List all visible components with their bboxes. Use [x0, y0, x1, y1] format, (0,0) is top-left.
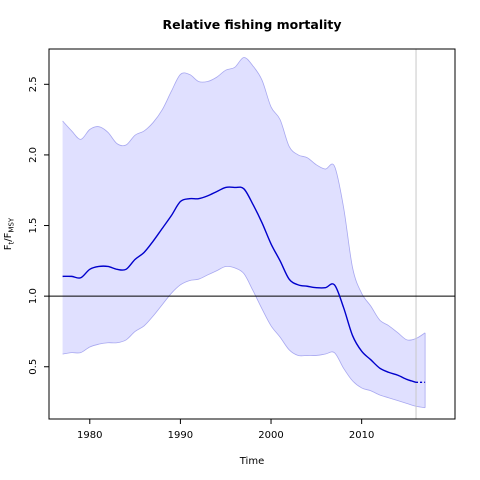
- y-tick-label: 1.5: [28, 218, 39, 234]
- plot-frame: [48, 48, 456, 420]
- y-label-main: F: [3, 244, 14, 250]
- x-axis: 1980 1990 2000 2010: [77, 419, 374, 441]
- x-axis-label: Time: [239, 456, 264, 467]
- y-label-sub2: MSY: [8, 217, 16, 232]
- plot-area: [49, 49, 455, 419]
- y-tick-label: 2.5: [28, 76, 39, 92]
- series-estimate: [62, 186, 417, 383]
- x-tick-label: 2000: [258, 430, 283, 441]
- y-tick-label: 0.5: [28, 359, 39, 375]
- x-tick-label: 1980: [77, 430, 102, 441]
- x-tick-label: 2010: [349, 430, 374, 441]
- y-label-slash: /F: [3, 232, 14, 241]
- x-tick-label: 1990: [168, 430, 193, 441]
- chart-title: Relative fishing mortality: [162, 17, 341, 32]
- y-tick-label: 2.0: [28, 147, 39, 163]
- y-axis-label: Ft/FMSY: [3, 217, 16, 250]
- y-axis: 0.5 1.0 1.5 2.0 2.5: [28, 76, 49, 375]
- y-tick-label: 1.0: [28, 288, 39, 304]
- confidence-band-upper-edge: [62, 57, 426, 341]
- confidence-band-lower-edge: [62, 265, 426, 409]
- confidence-band: [62, 57, 426, 408]
- y-label-sub1: t: [8, 241, 16, 244]
